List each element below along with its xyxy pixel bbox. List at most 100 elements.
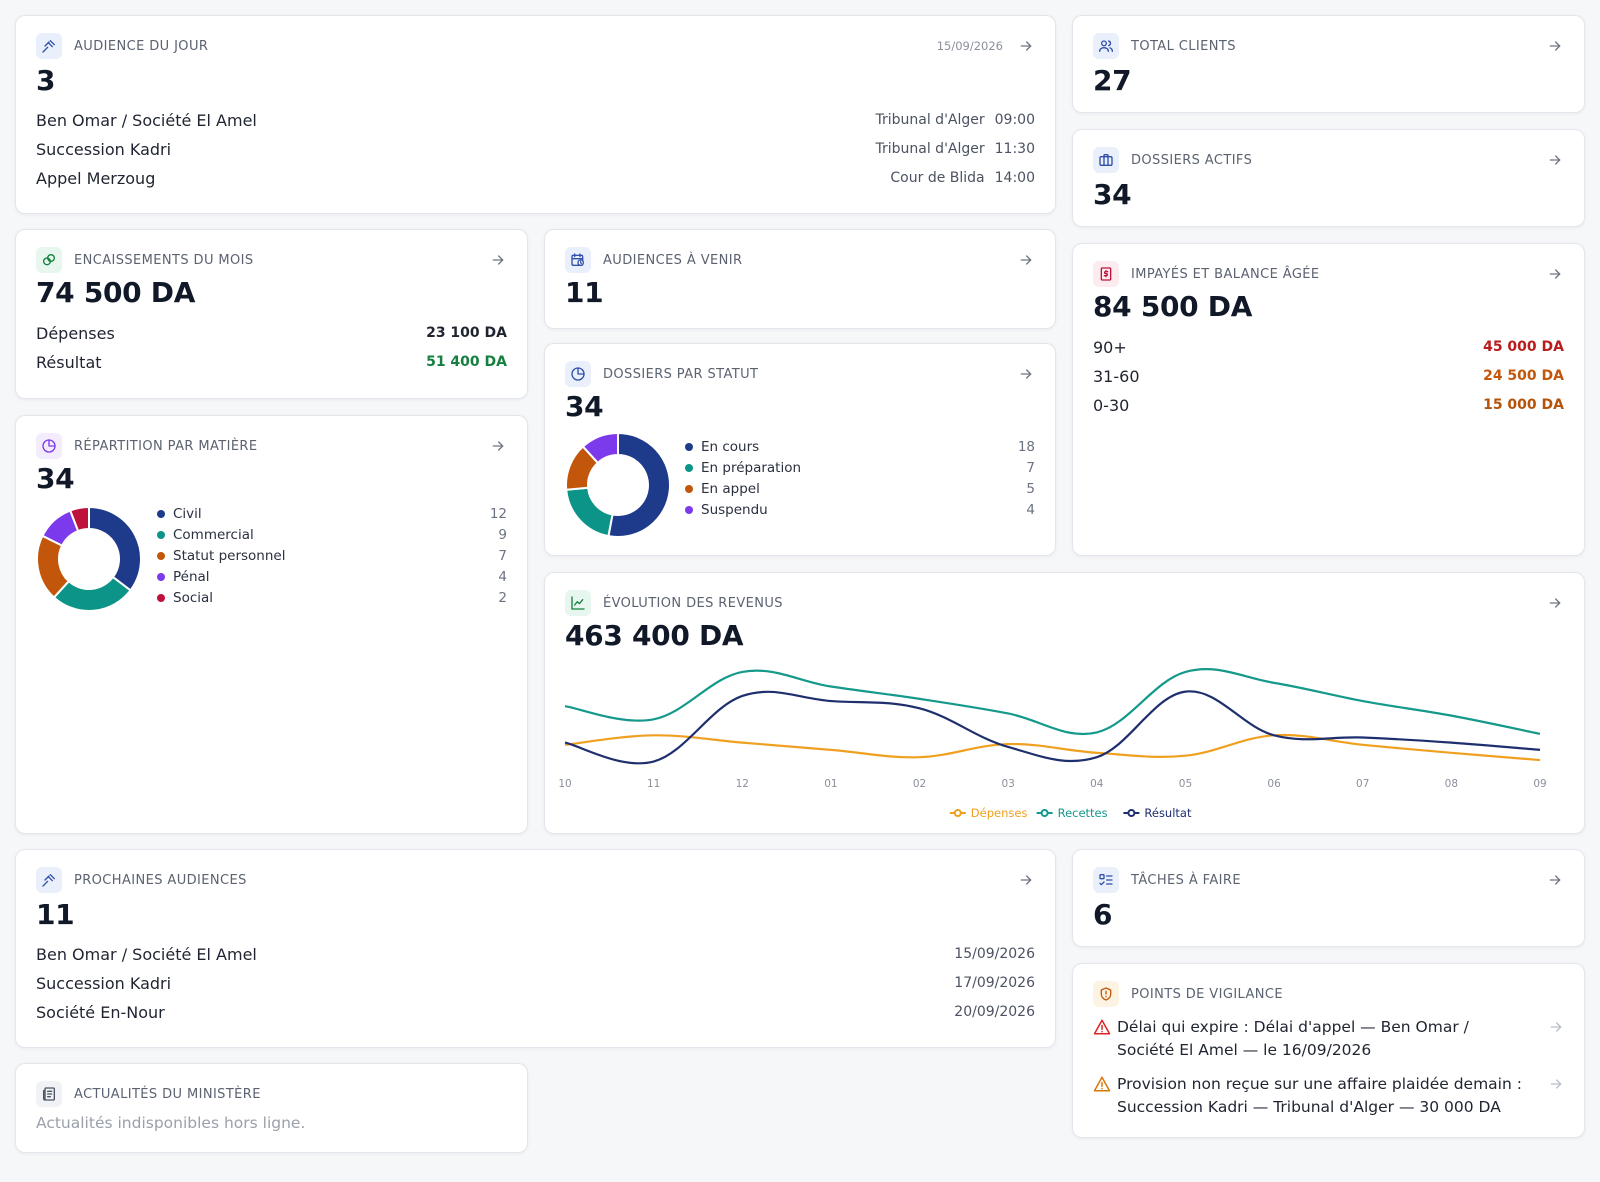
taches-card[interactable]: TÂCHES À FAIRE 6 — [1072, 849, 1585, 947]
status-donut-chart — [565, 432, 671, 538]
list-item[interactable]: Société En-Nour 20/09/2026 — [36, 1001, 1035, 1023]
chart-legend-item[interactable]: Dépenses — [949, 806, 1028, 820]
warning-triangle-icon — [1093, 1018, 1111, 1036]
court-name: Cour de Blida — [890, 170, 985, 186]
legend-count: 7 — [1026, 460, 1035, 476]
actualites-card: ACTUALITÉS DU MINISTÈRE Actualités indis… — [15, 1063, 528, 1153]
list-item: 0-30 15 000 DA — [1093, 394, 1564, 416]
arrow-right-icon[interactable] — [1017, 37, 1035, 55]
prochaines-audiences-card[interactable]: PROCHAINES AUDIENCES 11 Ben Omar / Socié… — [15, 849, 1056, 1048]
legend-item: Pénal 4 — [157, 568, 507, 586]
donut-slice-social — [68, 506, 90, 533]
users-icon — [1093, 33, 1119, 59]
list-item[interactable]: Ben Omar / Société El Amel 15/09/2026 — [36, 943, 1035, 965]
case-name: Ben Omar / Société El Amel — [36, 944, 257, 964]
legend-label: Résultat — [1144, 806, 1192, 820]
list-item: 90+ 45 000 DA — [1093, 336, 1564, 358]
legend-count: 18 — [1017, 439, 1035, 455]
list-item[interactable]: Succession Kadri 17/09/2026 — [36, 972, 1035, 994]
legend-count: 5 — [1026, 481, 1035, 497]
gavel-icon — [36, 33, 62, 59]
dossiers-actifs-card[interactable]: DOSSIERS ACTIFS 34 — [1072, 129, 1585, 227]
audience-du-jour-card[interactable]: AUDIENCE DU JOUR 15/09/2026 3 Ben Omar /… — [15, 15, 1056, 214]
offline-message: Actualités indisponibles hors ligne. — [36, 1114, 306, 1132]
vigilance-item[interactable]: Délai qui expire : Délai d'appel — Ben O… — [1093, 1016, 1564, 1062]
arrow-right-icon[interactable] — [1548, 1076, 1564, 1092]
encaissements-card[interactable]: ENCAISSEMENTS DU MOIS 74 500 DA Dépenses… — [15, 229, 528, 399]
card-title: PROCHAINES AUDIENCES — [74, 872, 247, 888]
legend-dot — [157, 573, 165, 581]
row-value: 15 000 DA — [1483, 397, 1564, 413]
invoice-icon — [1093, 261, 1119, 287]
list-item[interactable]: Appel Merzoug Cour de Blida 14:00 — [36, 167, 1035, 189]
list-item: Résultat 51 400 DA — [36, 351, 507, 373]
legend-count: 2 — [498, 590, 507, 606]
chart-legend-item[interactable]: Recettes — [1036, 806, 1108, 820]
legend-item: Commercial 9 — [157, 526, 507, 544]
revenue-line-chart: 10 11 12 01 02 03 04 05 06 07 08 09 Dépenses Recettes… — [558, 668, 1547, 820]
legend-dot — [685, 506, 693, 514]
gavel-icon — [36, 867, 62, 893]
arrow-right-icon[interactable] — [489, 437, 507, 455]
donut-slice-civil — [88, 506, 142, 592]
legend-dot — [157, 531, 165, 539]
arrow-right-icon[interactable] — [1017, 871, 1035, 889]
clients-count: 27 — [1093, 64, 1132, 97]
x-tick-label: 03 — [1001, 778, 1014, 790]
dossiers-par-statut-card[interactable]: DOSSIERS PAR STATUT 34 En cours 18 En prép… — [544, 343, 1056, 556]
hearing-time: 14:00 — [994, 170, 1035, 186]
card-title: DOSSIERS ACTIFS — [1131, 152, 1253, 168]
evolution-revenus-card[interactable]: ÉVOLUTION DES REVENUS 463 400 DA 10 11 12 0… — [544, 572, 1585, 834]
arrow-right-icon[interactable] — [1546, 594, 1564, 612]
legend-label: Commercial — [173, 527, 254, 543]
legend-item: Civil 12 — [157, 505, 507, 523]
legend-label: En cours — [701, 439, 760, 455]
arrow-right-icon[interactable] — [1546, 265, 1564, 283]
vigilance-item[interactable]: Provision non reçue sur une affaire plai… — [1093, 1073, 1564, 1119]
legend-dot — [685, 443, 693, 451]
list-item[interactable]: Ben Omar / Société El Amel Tribunal d'Al… — [36, 109, 1035, 131]
row-label: 0-30 — [1093, 395, 1130, 415]
row-label: 90+ — [1093, 337, 1127, 357]
impayes-card[interactable]: IMPAYÉS ET BALANCE ÂGÉE 84 500 DA 90+ 45… — [1072, 243, 1585, 556]
card-title: TOTAL CLIENTS — [1131, 38, 1236, 54]
case-name: Succession Kadri — [36, 973, 172, 993]
hearing-date: 20/09/2026 — [954, 1004, 1035, 1020]
legend-label: En préparation — [701, 460, 802, 476]
arrow-right-icon[interactable] — [1546, 871, 1564, 889]
arrow-right-icon[interactable] — [489, 251, 507, 269]
arrow-right-icon[interactable] — [1546, 37, 1564, 55]
audience-count: 3 — [36, 64, 56, 97]
repartition-card[interactable]: RÉPARTITION PAR MATIÈRE 34 Civil 12 Commer… — [15, 415, 528, 834]
vigilance-text: Délai qui expire : Délai d'appel — Ben O… — [1117, 1018, 1469, 1059]
shield-alert-icon — [1093, 981, 1119, 1007]
x-tick-label: 08 — [1445, 778, 1458, 790]
arrow-right-icon[interactable] — [1548, 1019, 1564, 1035]
card-title: AUDIENCE DU JOUR — [74, 38, 209, 54]
audiences-count: 11 — [565, 276, 604, 309]
case-name: Appel Merzoug — [36, 168, 156, 188]
arrow-right-icon[interactable] — [1017, 365, 1035, 383]
arrow-right-icon[interactable] — [1546, 151, 1564, 169]
audiences-a-venir-card[interactable]: AUDIENCES À VENIR 11 — [544, 229, 1056, 329]
row-value: 45 000 DA — [1483, 339, 1564, 355]
row-label: Résultat — [36, 352, 102, 372]
hearing-date: 17/09/2026 — [954, 975, 1035, 991]
series-line-dépenses — [564, 733, 1541, 762]
card-title: ENCAISSEMENTS DU MOIS — [74, 252, 254, 268]
card-title: IMPAYÉS ET BALANCE ÂGÉE — [1131, 266, 1320, 282]
pie-chart-icon — [565, 361, 591, 387]
hearing-time: 09:00 — [994, 112, 1035, 128]
checklist-icon — [1093, 867, 1119, 893]
matter-donut-chart — [36, 506, 142, 612]
legend-item: Suspendu 4 — [685, 501, 1035, 519]
chart-legend-item[interactable]: Résultat — [1123, 806, 1192, 820]
newspaper-icon — [36, 1081, 62, 1107]
list-item: Dépenses 23 100 DA — [36, 322, 507, 344]
court-name: Tribunal d'Alger — [875, 112, 985, 128]
total-clients-card[interactable]: TOTAL CLIENTS 27 — [1072, 15, 1585, 113]
briefcase-icon — [1093, 147, 1119, 173]
legend-label: Pénal — [173, 569, 210, 585]
arrow-right-icon[interactable] — [1017, 251, 1035, 269]
list-item[interactable]: Succession Kadri Tribunal d'Alger 11:30 — [36, 138, 1035, 160]
